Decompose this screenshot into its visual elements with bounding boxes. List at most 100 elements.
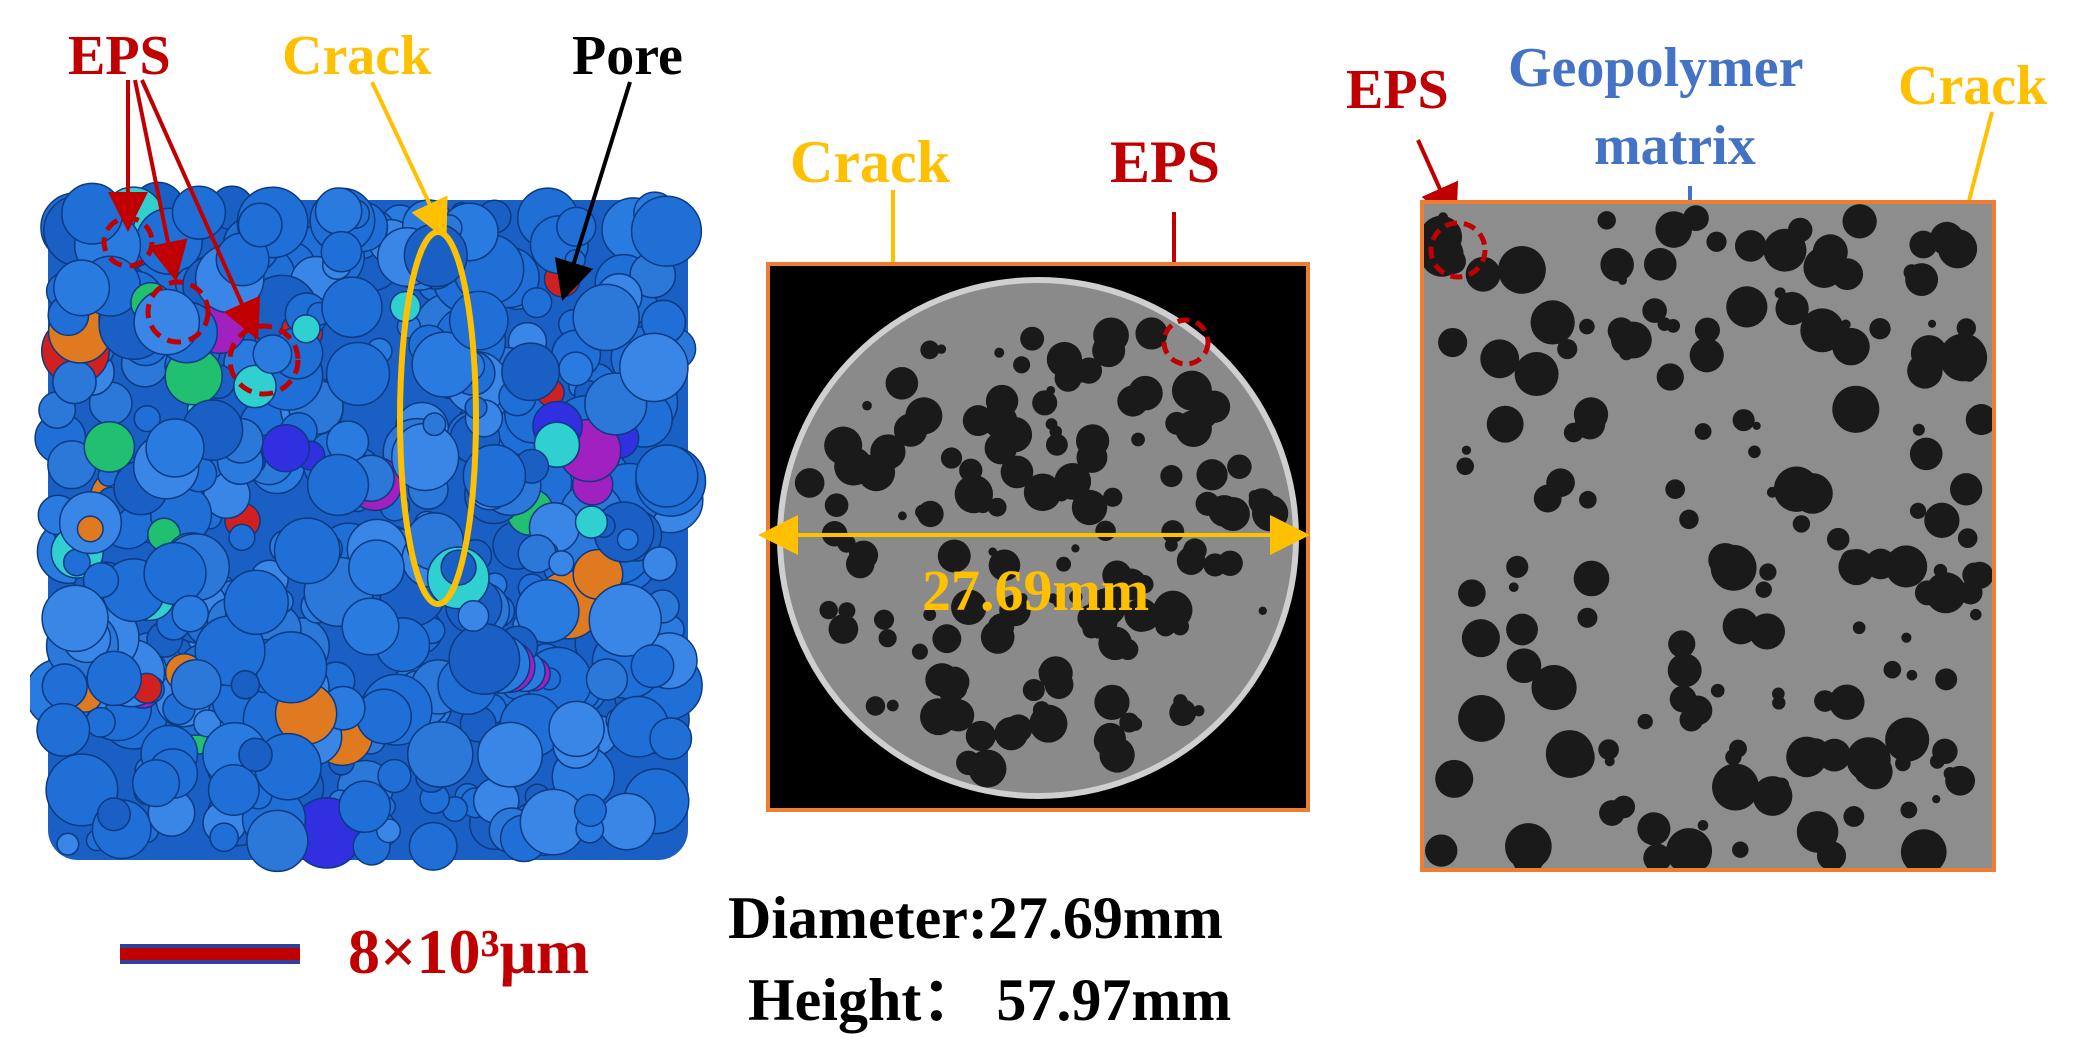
eps-pore [1171, 370, 1212, 411]
eps-pore [1697, 820, 1709, 831]
eps-pore [984, 406, 998, 419]
eps-pore [1912, 423, 1925, 436]
eps-pore [1044, 670, 1074, 699]
eps-bead [96, 797, 132, 832]
eps-pore [1491, 424, 1501, 434]
eps-pore [1508, 582, 1519, 593]
eps-bead [36, 702, 91, 757]
eps-pore [1900, 801, 1918, 819]
eps-pore [1786, 736, 1827, 778]
eps-pore [1466, 700, 1492, 727]
eps-pore [1131, 432, 1145, 447]
eps-pore [951, 589, 987, 626]
eps-bead [238, 737, 273, 773]
eps-pore [1906, 669, 1918, 681]
eps-pore [1169, 699, 1197, 727]
eps-pore [1932, 795, 1941, 804]
eps-pore [1945, 765, 1976, 796]
eps-pore [980, 620, 1015, 654]
diameter-caption: Diameter:27.69mm [728, 885, 1223, 951]
eps-pore [1970, 608, 1982, 621]
eps-pore [1644, 247, 1677, 281]
eps-pore [925, 663, 959, 697]
eps-pore [828, 614, 859, 644]
eps-pore [1579, 490, 1597, 509]
eps-pore [1666, 319, 1681, 333]
eps-pore [1665, 479, 1685, 500]
eps-bead [230, 670, 261, 700]
eps-pore [1071, 544, 1080, 553]
eps-bead [642, 546, 678, 582]
eps-pore [1924, 502, 1960, 538]
eps-pore [1772, 696, 1786, 710]
eps-bead [85, 706, 116, 738]
eps-pore [1933, 563, 1948, 578]
eps-bead [630, 644, 675, 689]
eps-pore [911, 643, 928, 660]
eps-bead [53, 259, 111, 317]
eps-pore [1128, 375, 1163, 411]
eps-pore [1023, 473, 1062, 512]
eps-pore [1886, 736, 1901, 751]
eps-pore [1803, 246, 1845, 288]
eps-pore [1506, 613, 1538, 646]
eps-bead [515, 579, 580, 644]
eps-pore [1465, 256, 1501, 292]
eps-pore [857, 453, 896, 492]
eps-bead [403, 223, 468, 288]
eps-pore [1748, 445, 1761, 459]
eps-pore [1506, 648, 1542, 684]
eps-label-right: EPS [1346, 59, 1449, 121]
eps-pore [1107, 685, 1125, 703]
eps-bead [237, 202, 283, 248]
eps-pore [1642, 298, 1667, 323]
eps-bead [325, 341, 391, 407]
matrix-label-line1: Geopolymer [1508, 37, 1804, 99]
eps-bead [348, 539, 405, 597]
eps-pore [1938, 229, 1978, 269]
eps-pore [1165, 411, 1189, 435]
eps-bead [52, 359, 97, 405]
eps-bead [440, 549, 477, 586]
eps-bead [616, 528, 639, 551]
eps-bead [377, 758, 412, 794]
eps-pore [1679, 509, 1699, 530]
eps-pore [1176, 546, 1206, 576]
eps-pore [932, 624, 962, 654]
eps-pore [1929, 754, 1945, 769]
eps-bead [76, 515, 104, 543]
eps-bead [462, 444, 527, 508]
eps-bead [306, 453, 370, 517]
ct-cross-section-longitudinal [1420, 200, 1996, 872]
eps-pore [897, 511, 907, 521]
eps-pore [1075, 357, 1103, 384]
eps-pore [1248, 490, 1261, 502]
eps-pore [1456, 457, 1475, 476]
eps-pore [1506, 555, 1529, 578]
eps-pore [1950, 473, 1983, 506]
eps-pore [1022, 679, 1045, 702]
eps-pore [984, 431, 1018, 465]
eps-pore [1053, 598, 1063, 608]
eps-pore [1708, 543, 1742, 577]
eps-pore [1694, 423, 1712, 440]
eps-pore [1734, 230, 1767, 262]
eps-pore [1563, 422, 1584, 443]
eps-pore [1577, 607, 1598, 628]
eps-pore [1190, 397, 1202, 410]
eps-bead [341, 597, 400, 656]
eps-pore [1115, 568, 1147, 601]
eps-bead [207, 763, 260, 817]
eps-bead [356, 688, 412, 745]
eps-pore [1135, 317, 1168, 350]
eps-bead [41, 584, 109, 653]
eps-pore [987, 497, 1007, 517]
eps-bead [519, 788, 587, 856]
eps-pore [878, 629, 897, 648]
eps-3d-render [30, 181, 707, 873]
eps-pore [1013, 356, 1031, 374]
eps-bead [572, 283, 641, 352]
eps-pore [1480, 339, 1520, 379]
eps-arrow-right [1416, 139, 1459, 226]
eps-bead [83, 421, 136, 473]
